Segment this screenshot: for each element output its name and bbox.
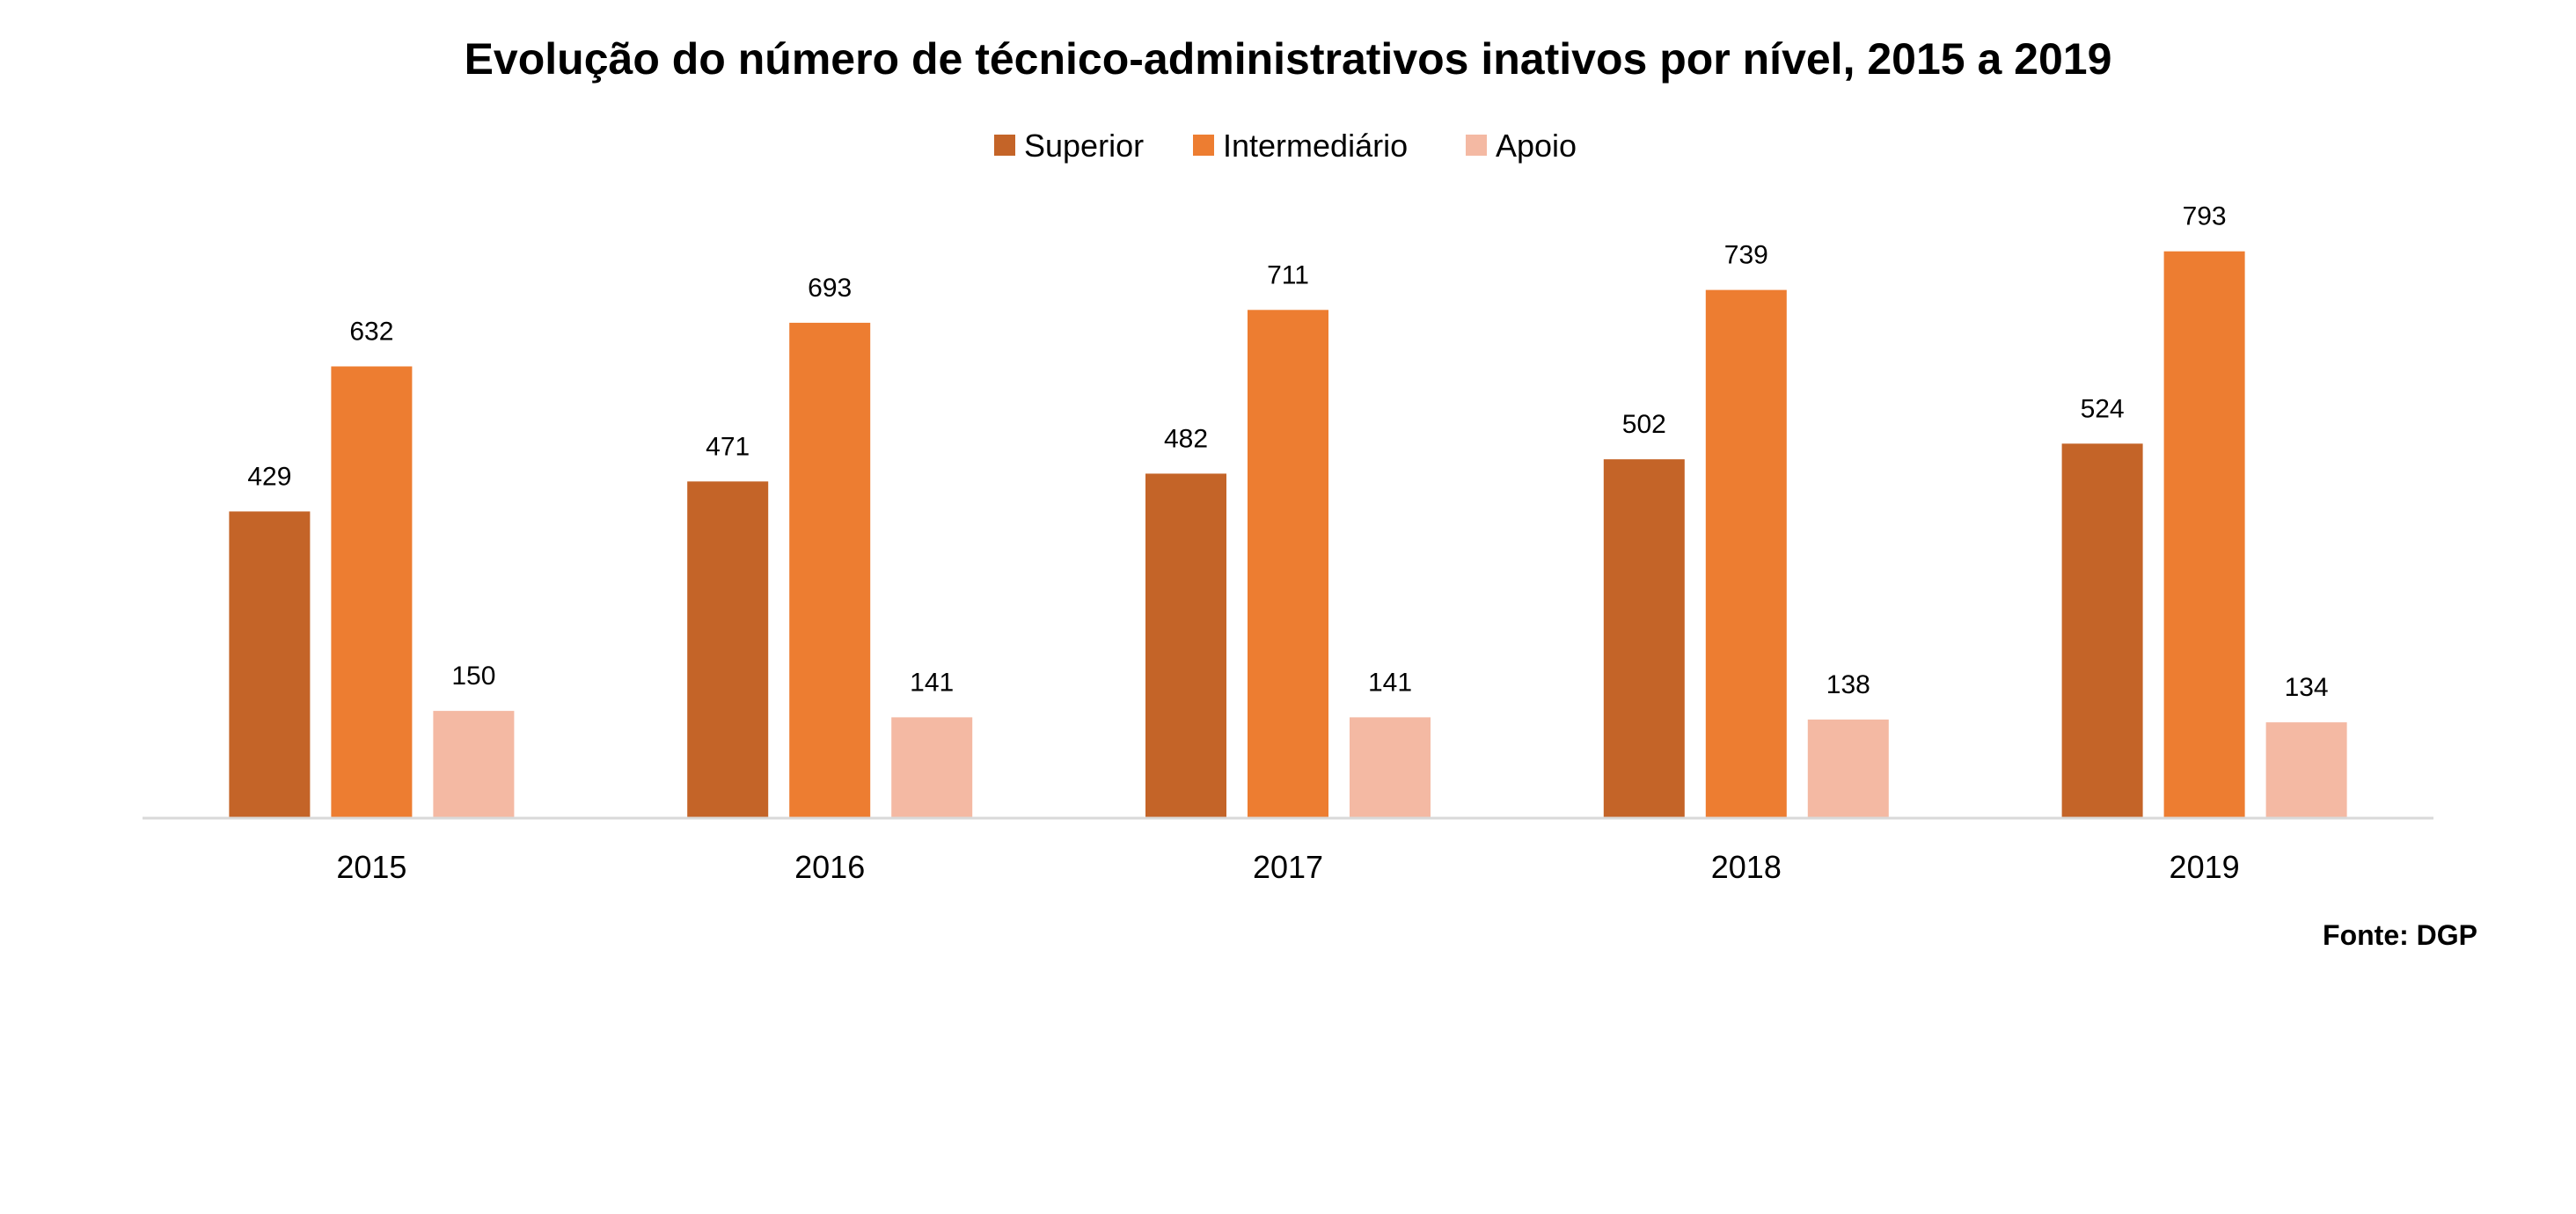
bar-apoio-2016 [891, 717, 973, 818]
data-label-superior-2018: 502 [1622, 410, 1666, 439]
bar-apoio-2017 [1350, 717, 1431, 818]
x-tick-label-2018: 2018 [1711, 849, 1782, 885]
data-label-intermediário-2015: 632 [349, 318, 393, 347]
bar-intermediário-2018 [1705, 289, 1787, 819]
data-label-apoio-2018: 138 [1826, 670, 1870, 699]
chart-title: Evolução do número de técnico-administra… [465, 34, 2112, 84]
x-tick-label-2016: 2016 [794, 849, 865, 885]
data-label-intermediário-2017: 711 [1267, 260, 1309, 289]
source-note: Fonte: DGP [2323, 919, 2477, 951]
bar-intermediário-2019 [2163, 251, 2245, 818]
legend-label-apoio: Apoio [1496, 128, 1577, 164]
legend-label-intermediário: Intermediário [1223, 128, 1408, 164]
data-label-superior-2019: 524 [2081, 394, 2125, 423]
bar-apoio-2019 [2265, 722, 2347, 818]
data-label-intermediário-2018: 739 [1724, 241, 1768, 270]
data-label-apoio-2015: 150 [451, 662, 495, 691]
x-tick-label-2019: 2019 [2170, 849, 2240, 885]
bar-superior-2015 [229, 511, 311, 818]
bar-apoio-2018 [1807, 719, 1889, 818]
data-label-superior-2016: 471 [706, 432, 750, 461]
data-label-apoio-2016: 141 [910, 668, 954, 697]
bar-superior-2016 [687, 481, 769, 818]
bar-superior-2018 [1603, 459, 1685, 818]
bar-superior-2019 [2061, 443, 2143, 819]
data-label-intermediário-2019: 793 [2183, 202, 2227, 231]
legend-swatch-apoio [1466, 135, 1487, 156]
data-label-apoio-2017: 141 [1368, 668, 1412, 697]
data-label-intermediário-2016: 693 [808, 274, 852, 303]
legend-label-superior: Superior [1024, 128, 1144, 164]
data-label-superior-2017: 482 [1164, 424, 1208, 453]
data-label-superior-2015: 429 [247, 462, 291, 491]
legend-swatch-superior [994, 135, 1015, 156]
x-tick-labels: 2015 2016 2017 2018 2019 [336, 849, 2239, 885]
bar-apoio-2015 [433, 711, 515, 818]
bar-superior-2017 [1145, 473, 1226, 818]
bar-intermediário-2016 [789, 322, 871, 818]
legend-swatch-intermediário [1193, 135, 1214, 156]
data-label-apoio-2019: 134 [2285, 673, 2329, 702]
x-tick-label-2015: 2015 [336, 849, 406, 885]
data-labels-group: 429 632 150 471 693 141 482 711 141 502 739 138 524 7… [247, 202, 2328, 702]
bars-group [229, 251, 2347, 819]
x-tick-label-2017: 2017 [1253, 849, 1323, 885]
legend: Superior Intermediário Apoio [994, 128, 1577, 164]
bar-intermediário-2015 [331, 366, 413, 818]
bar-intermediário-2017 [1248, 310, 1328, 818]
